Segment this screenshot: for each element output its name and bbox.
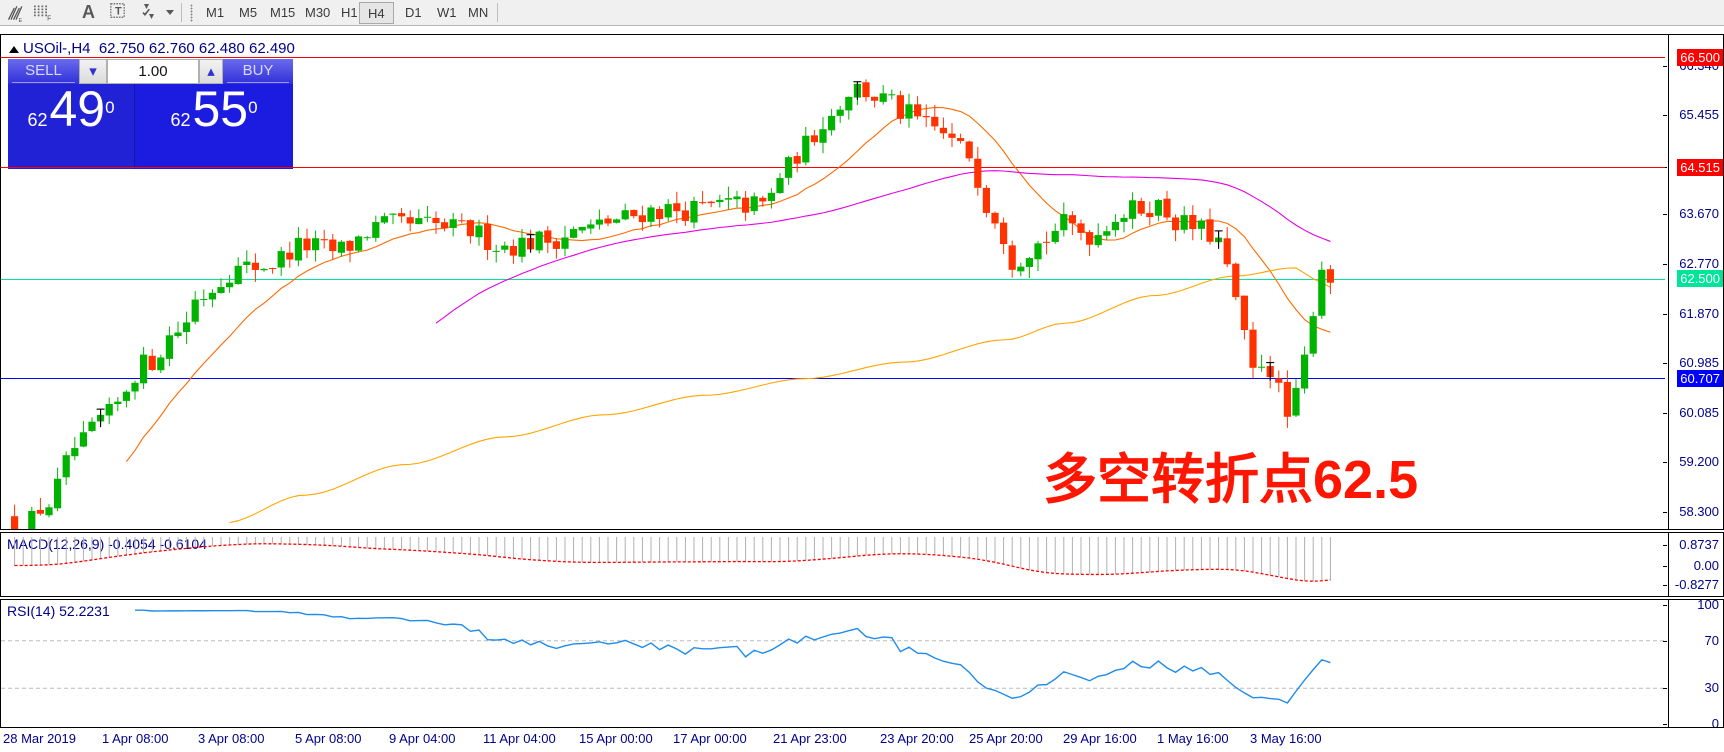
svg-text:F: F xyxy=(47,16,51,23)
svg-text:E: E xyxy=(19,18,23,23)
svg-text:T: T xyxy=(115,6,122,18)
